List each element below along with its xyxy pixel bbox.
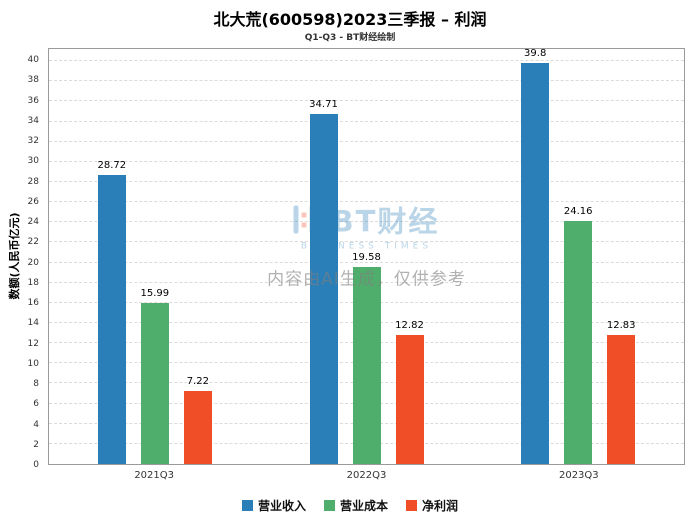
chart-title: 北大荒(600598)2023三季报 – 利润 <box>213 10 487 29</box>
bar-value-label: 15.99 <box>140 287 170 299</box>
y-tick-label: 16 <box>27 298 39 309</box>
bar: 24.16 <box>564 206 592 464</box>
x-tick-label: 2021Q3 <box>134 470 174 481</box>
gridline <box>49 180 684 182</box>
x-tick-label: 2023Q3 <box>558 470 599 481</box>
x-axis-ticks: 2021Q3 2022Q3 2023Q3 <box>48 470 685 481</box>
y-tick-label: 32 <box>27 136 39 147</box>
bar-group: 28.72 15.99 7.22 <box>49 49 261 464</box>
bar: 34.71 <box>309 99 338 464</box>
bar: 12.82 <box>395 320 424 464</box>
bar: 7.22 <box>183 376 212 464</box>
legend-item: 净利润 <box>406 497 458 514</box>
y-tick-label: 8 <box>33 379 39 390</box>
chart-subtitle: Q1-Q3 - BT财经绘制 <box>304 33 396 43</box>
bar-value-label: 12.83 <box>606 319 636 331</box>
y-tick-label: 38 <box>27 75 39 86</box>
bar: 28.72 <box>98 160 126 464</box>
bar: 39.8 <box>521 48 550 464</box>
y-tick-label: 24 <box>27 217 39 228</box>
legend-swatch <box>323 500 335 511</box>
legend-label: 营业收入 <box>257 499 306 513</box>
y-tick-label: 6 <box>33 399 39 410</box>
bar-value-label: 24.16 <box>563 205 593 217</box>
y-tick-label: 26 <box>27 196 39 207</box>
y-tick-label: 12 <box>27 338 39 349</box>
y-tick-label: 30 <box>27 156 39 167</box>
bar-value-label: 28.72 <box>97 159 127 171</box>
y-tick-label: 10 <box>27 358 39 369</box>
bar-groups: 28.72 15.99 7.22 34.71 19.58 12.82 39.8 24.16 12… <box>49 48 684 464</box>
gridline <box>49 201 684 203</box>
gridline <box>49 120 684 122</box>
bar-value-label: 19.58 <box>352 251 381 263</box>
plot-area: 28.72 15.99 7.22 34.71 19.58 12.82 39.8 24.16 12… <box>48 48 685 465</box>
y-tick-label: 40 <box>27 55 39 66</box>
gridline <box>49 221 684 223</box>
y-tick-label: 28 <box>27 176 39 187</box>
bar: 12.83 <box>607 320 635 464</box>
x-tick-label: 2022Q3 <box>346 470 387 481</box>
legend-label: 净利润 <box>422 499 459 513</box>
y-tick-label: 36 <box>27 95 39 106</box>
bar: 15.99 <box>141 288 169 464</box>
legend-item: 营业收入 <box>241 497 306 514</box>
bar-value-label: 12.82 <box>395 319 424 331</box>
y-tick-label: 4 <box>33 419 39 430</box>
bar-group: 39.8 24.16 12.83 <box>472 48 684 464</box>
y-axis-ticks: 0 2 4 6 8 10 12 14 16 18 20 22 24 26 28 30 32 34 36 38 40 <box>0 48 44 470</box>
legend: 营业收入 营业成本 净利润 <box>0 497 700 514</box>
y-tick-label: 34 <box>27 115 39 126</box>
gridline <box>49 261 684 263</box>
gridline <box>49 140 684 142</box>
gridline <box>49 100 684 102</box>
bar-value-label: 7.22 <box>186 376 209 388</box>
y-tick-label: 20 <box>27 257 39 268</box>
bar-group: 34.71 19.58 12.82 <box>261 49 473 464</box>
y-tick-label: 14 <box>27 318 39 329</box>
y-tick-label: 22 <box>27 237 39 248</box>
y-tick-label: 0 <box>33 460 39 470</box>
y-tick-label: 18 <box>27 277 39 288</box>
gridline <box>49 80 684 82</box>
bar-value-label: 34.71 <box>309 99 338 111</box>
gridline <box>49 60 684 62</box>
gridline <box>49 160 684 162</box>
legend-swatch <box>241 500 253 511</box>
y-tick-label: 2 <box>33 439 39 450</box>
gridline <box>49 241 684 243</box>
bar: 19.58 <box>352 252 381 464</box>
legend-label: 营业成本 <box>339 499 388 513</box>
legend-swatch <box>406 500 417 511</box>
bar-value-label: 39.8 <box>524 48 547 60</box>
legend-item: 营业成本 <box>323 497 388 514</box>
